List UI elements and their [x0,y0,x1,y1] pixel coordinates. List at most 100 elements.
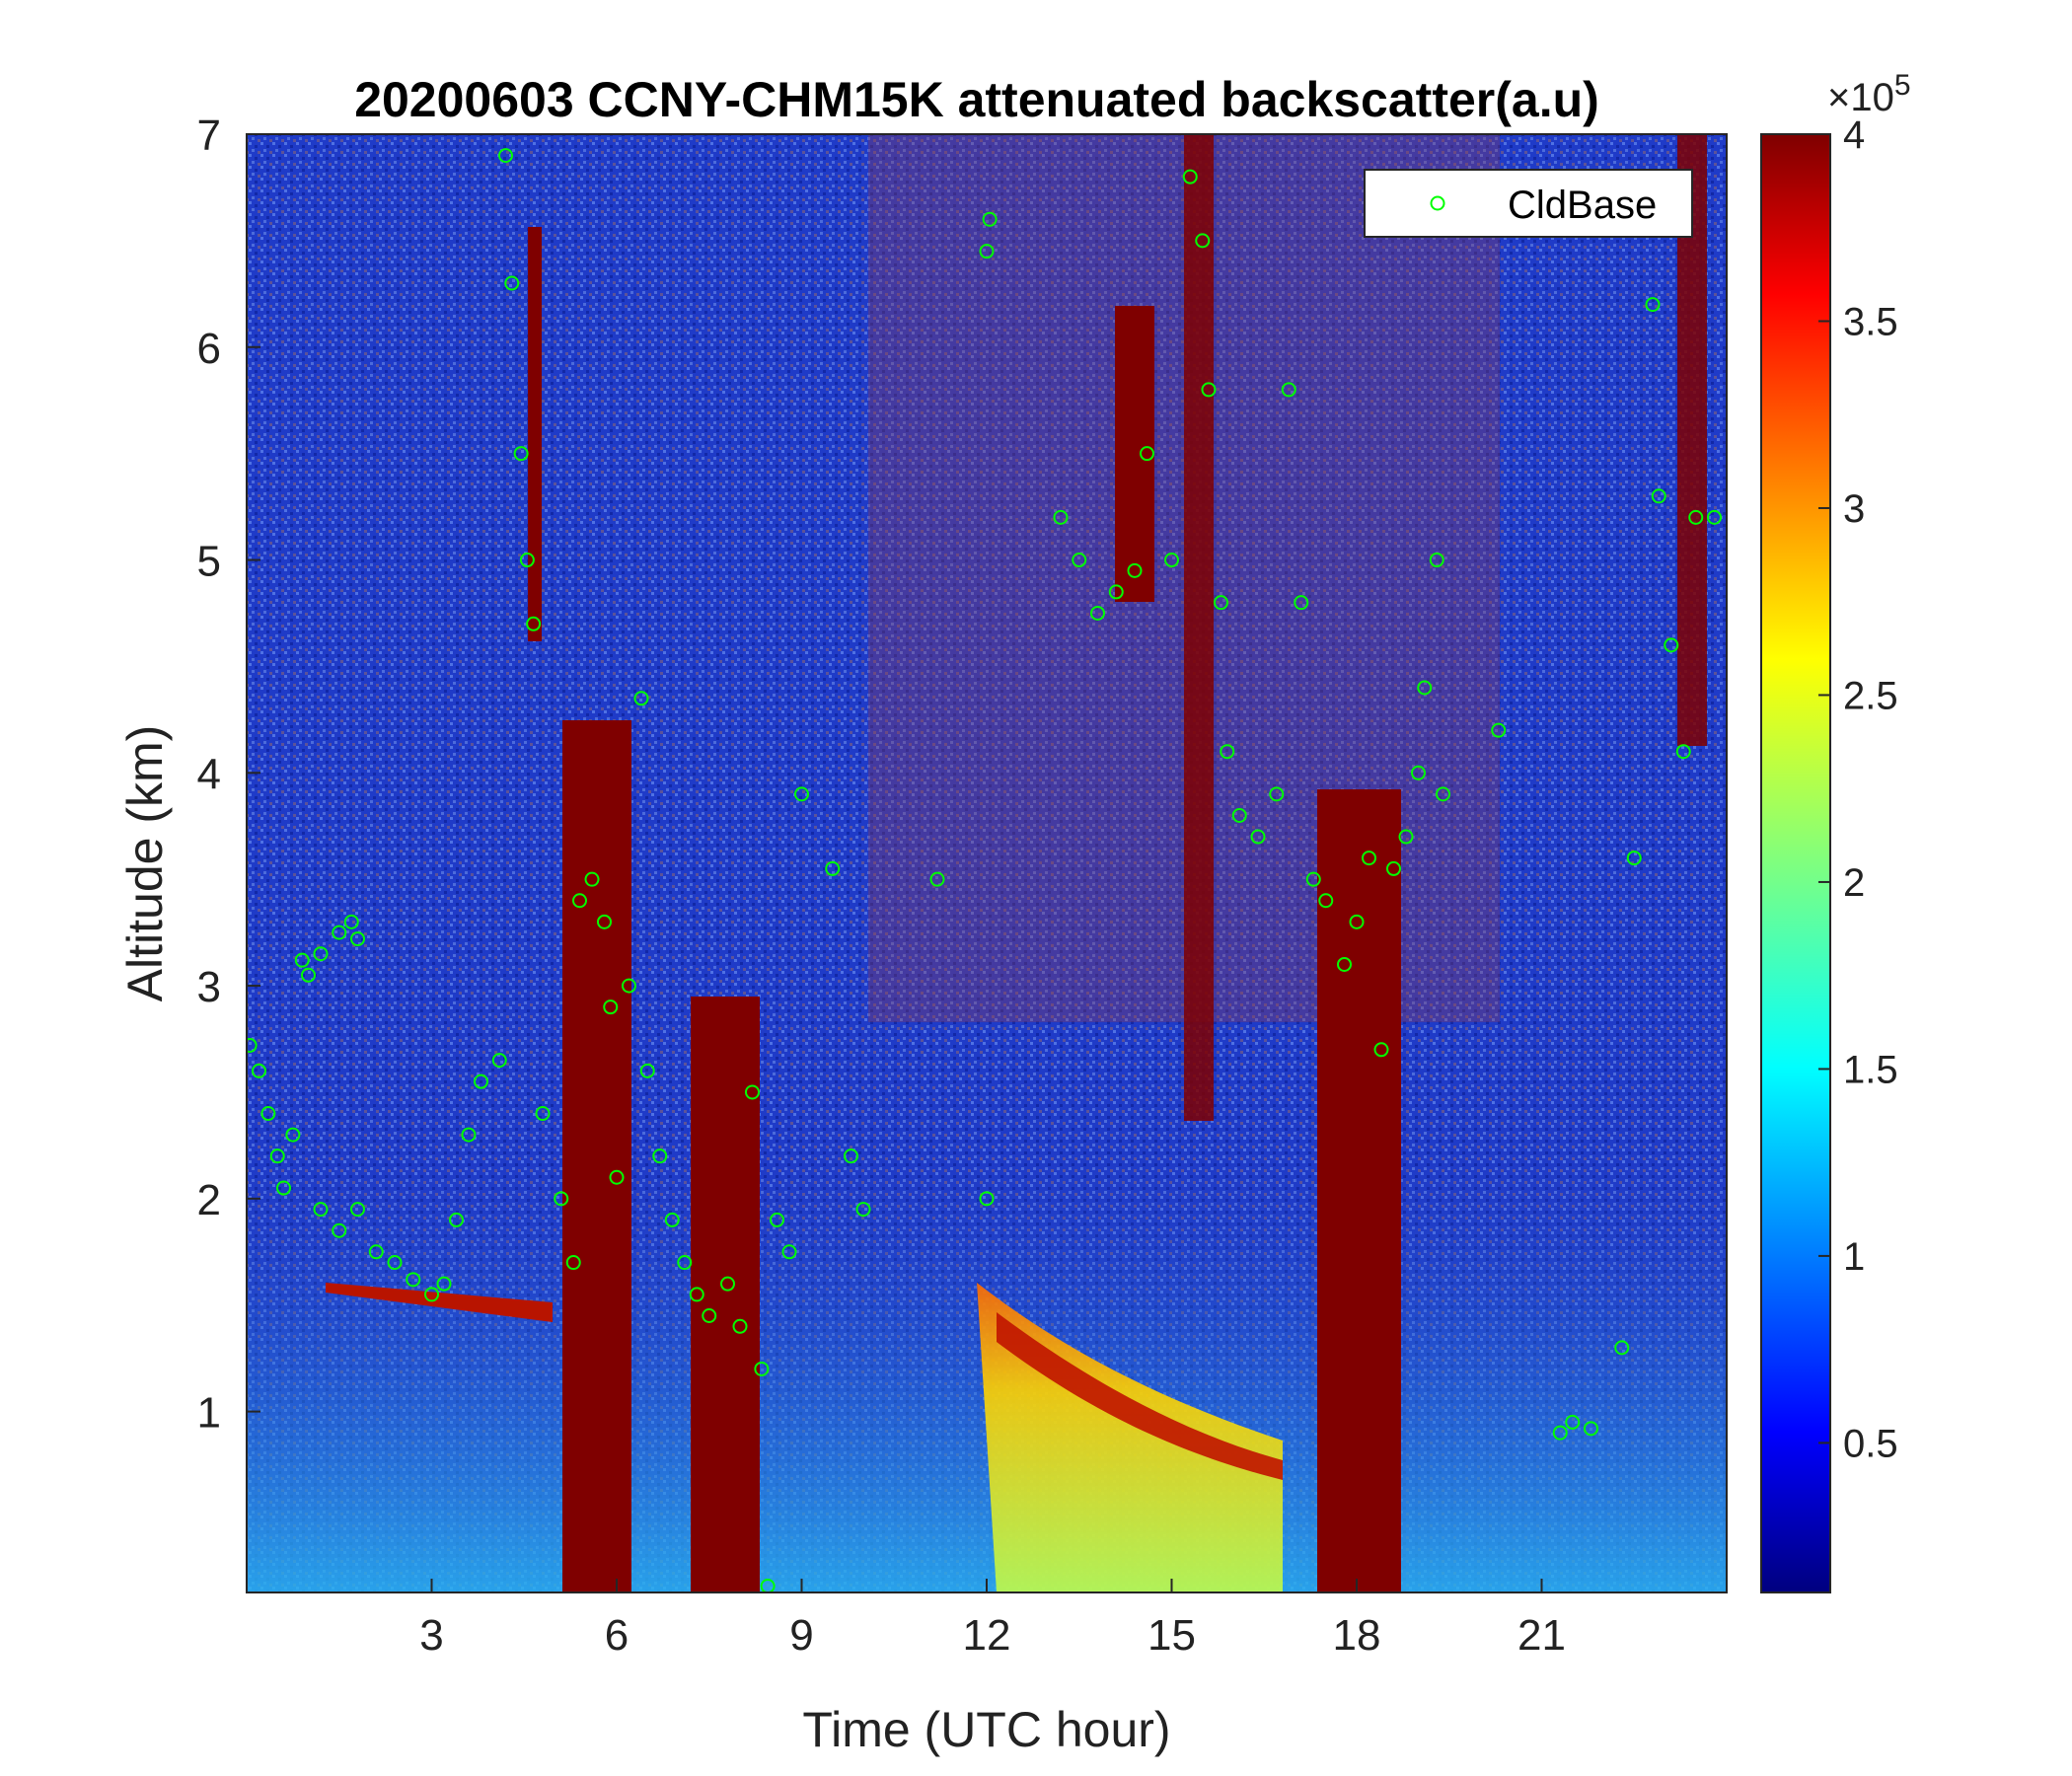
cldbase-point [1349,914,1365,929]
cldbase-point [770,1212,784,1227]
colorbar-tick-label: 3.5 [1843,300,1898,343]
cldbase-point [1398,829,1414,845]
cldbase-scatter [247,148,1722,1592]
cldbase-point [519,553,535,568]
y-tick-label: 4 [197,750,221,798]
cldbase-point [1651,488,1666,504]
aerosol-core-mid [997,1312,1283,1480]
cldbase-point [1614,1340,1630,1356]
cldbase-point [1664,637,1679,653]
cldbase-point [1231,807,1247,823]
cldbase-point [252,1063,266,1078]
cldbase-point [1337,956,1352,972]
cldbase-point [664,1212,680,1227]
cldbase-point [982,211,998,227]
cldbase-point [1318,893,1334,909]
cldbase-point [565,1255,581,1271]
cldbase-point [1688,509,1704,525]
cldbase-point [745,1084,760,1100]
x-tick-label: 6 [605,1611,629,1660]
cldbase-point [313,1202,329,1218]
cldbase-point [260,1106,276,1122]
cldbase-point [1491,722,1507,738]
heatmap-field [247,134,1727,1592]
colorbar-exponent: ×105 [1827,69,1911,119]
colorbar-tick-label: 4 [1843,113,1865,157]
y-tick-label: 7 [197,111,221,160]
colorbar-tick-label: 1.5 [1843,1048,1898,1091]
cldbase-point [504,275,520,291]
cldbase-point [449,1212,464,1227]
cldbase-point [1675,744,1691,760]
x-tick-label: 3 [419,1611,443,1660]
cldbase-point [979,1191,995,1207]
cldbase-point [1645,297,1661,313]
cldbase-point [825,860,841,876]
x-axis-label: Time (UTC hour) [802,1702,1170,1757]
cldbase-point [1250,829,1266,845]
cloud-column-5 [1184,134,1214,1121]
cldbase-point [1294,595,1309,611]
cldbase-point [622,978,636,994]
cldbase-point [1281,382,1296,398]
cldbase-point [1214,595,1228,611]
cloud-column-1 [562,720,631,1592]
colorbar: 0.5 1 1.5 2 2.5 3 3.5 4 ×105 [1760,69,1911,1593]
cldbase-point [1552,1425,1568,1441]
cldbase-point [1436,786,1450,802]
cloud-column-6 [528,227,542,641]
cldbase-point [929,871,945,887]
cldbase-point [1108,584,1124,600]
cldbase-point [1584,1421,1598,1437]
cldbase-point [677,1255,693,1271]
cloud-column-4 [1115,306,1154,602]
cldbase-point [1429,553,1444,568]
y-tick-label: 1 [197,1389,221,1438]
cldbase-point [491,1053,507,1069]
cldbase-point [781,1244,797,1260]
cldbase-point [844,1148,858,1164]
cldbase-point [474,1073,488,1089]
colorbar-ticks: 0.5 1 1.5 2 2.5 3 3.5 4 [1818,113,1898,1465]
y-tick-label: 5 [197,538,221,586]
cldbase-point [343,914,359,929]
cldbase-point [720,1276,735,1292]
cldbase-point [760,1579,776,1592]
cldbase-point [1201,382,1217,398]
cldbase-point [1565,1414,1581,1430]
cldbase-point [689,1287,704,1302]
cldbase-point [1220,744,1235,760]
colorbar-tick-label: 0.5 [1843,1422,1898,1465]
y-tick-label: 3 [197,963,221,1011]
cldbase-point [1053,509,1069,525]
y-tick-label: 6 [197,325,221,373]
cldbase-point [633,691,649,706]
cldbase-point [498,148,513,164]
cldbase-point [332,925,347,940]
y-tick-label: 2 [197,1176,221,1224]
x-tick-label: 18 [1333,1611,1381,1660]
cldbase-point [294,952,310,968]
cldbase-point [424,1287,439,1302]
cldbase-point [350,931,365,947]
x-tick-label: 21 [1517,1611,1566,1660]
cldbase-point [1140,446,1154,462]
x-tick-label: 9 [789,1611,813,1660]
cldbase-point [301,967,316,983]
cldbase-point [794,786,809,802]
cldbase-point [247,1037,258,1053]
cldbase-point [269,1148,285,1164]
y-axis-label: Altitude (km) [117,725,173,1002]
cldbase-point [1373,1042,1389,1058]
cldbase-point [387,1255,403,1271]
cldbase-point [1090,605,1105,621]
cldbase-point [609,1169,625,1185]
legend-box [1364,169,1693,238]
cldbase-point [603,999,619,1015]
x-axis: 3 6 9 12 15 18 21 [419,1579,1566,1660]
cldbase-point [639,1063,655,1078]
cloud-column-3 [1317,789,1401,1592]
cldbase-point [1417,680,1433,696]
cldbase-point [535,1106,551,1122]
